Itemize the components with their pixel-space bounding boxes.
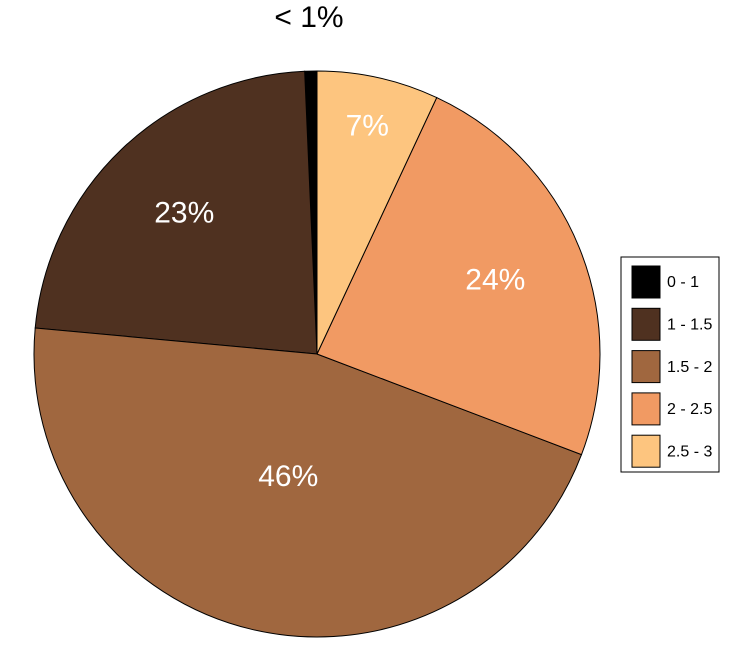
- pie-slice: [33, 327, 583, 638]
- slice-label: 24%: [465, 264, 525, 297]
- legend-swatch: [631, 392, 661, 426]
- legend-label: 1 - 1.5: [667, 317, 712, 334]
- legend-label: 2 - 2.5: [667, 401, 712, 418]
- pie-slice: [316, 96, 601, 456]
- outside-label: < 1%: [274, 1, 343, 34]
- slice-label: 7%: [346, 109, 389, 142]
- pie-slice: [316, 70, 438, 355]
- legend-swatch: [631, 307, 661, 341]
- slice-label: 23%: [154, 197, 214, 230]
- legend-label: 1.5 - 2: [667, 359, 712, 376]
- legend-label: 0 - 1: [667, 274, 699, 291]
- pie-slice: [34, 70, 318, 355]
- legend-swatch: [631, 265, 661, 299]
- slice-label: 46%: [258, 460, 318, 493]
- legend-label: 2.5 - 3: [667, 443, 712, 460]
- legend-swatch: [631, 434, 661, 468]
- legend-swatch: [631, 350, 661, 384]
